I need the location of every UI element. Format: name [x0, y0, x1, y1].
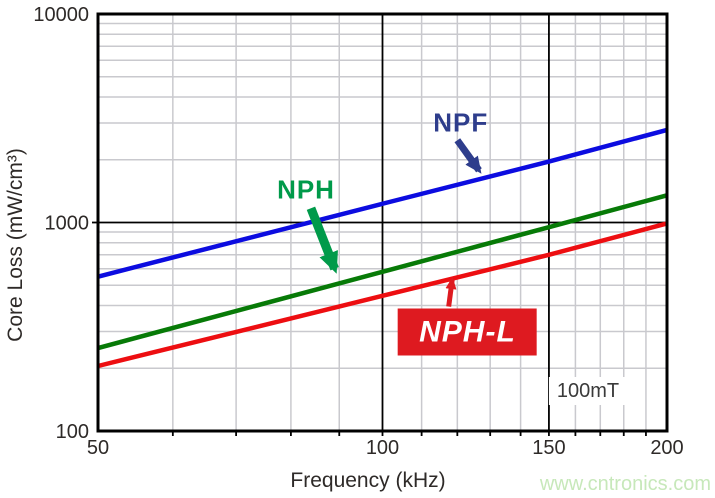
svg-text:10000: 10000: [33, 4, 89, 26]
svg-text:1000: 1000: [45, 213, 90, 235]
svg-text:100: 100: [56, 421, 89, 443]
series-line-nph: [97, 193, 668, 351]
arrow-nphl: [445, 277, 457, 307]
series-label-nph-l: NPH-L: [398, 308, 537, 356]
svg-text:50: 50: [87, 437, 109, 459]
series-line-nph-l: [97, 221, 668, 369]
series-label-nph: NPH: [277, 174, 335, 205]
svg-text:100: 100: [366, 437, 399, 459]
svg-text:150: 150: [532, 437, 565, 459]
svg-text:200: 200: [650, 437, 683, 459]
series-label-npf: NPF: [433, 107, 489, 138]
y-tick-labels: 100 1000 10000: [33, 4, 89, 443]
y-axis-title: Core Loss (mW/cm³): [4, 148, 27, 342]
x-axis-title: Frequency (kHz): [290, 469, 446, 492]
x-tick-labels: 50 100 150 200: [87, 437, 684, 459]
plot-frame: [96, 12, 669, 433]
flux-density-note: 100mT: [548, 377, 628, 406]
series-line-npf: [97, 127, 668, 279]
watermark: www.cntronics.com: [539, 473, 711, 495]
arrow-npf: [454, 138, 482, 174]
arrow-nph: [306, 206, 339, 274]
